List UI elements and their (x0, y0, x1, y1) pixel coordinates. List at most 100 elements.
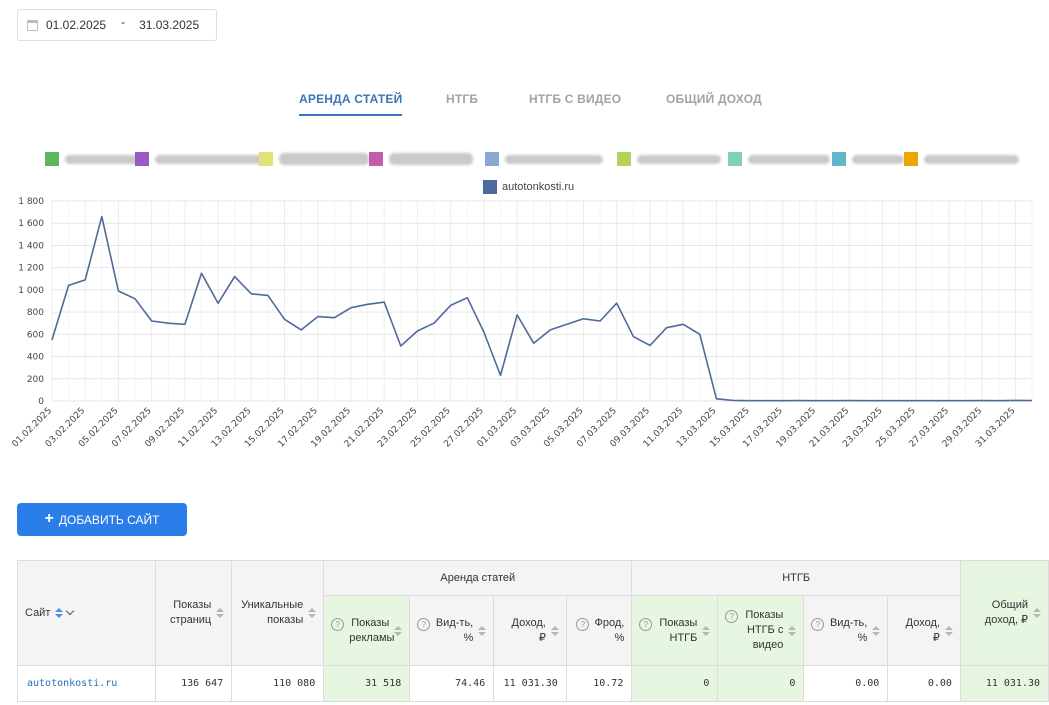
th-ntgb-income[interactable]: Доход, ₽ (887, 595, 961, 666)
redacted-label (924, 154, 1019, 164)
tab-total-income[interactable]: ОБЩИЙ ДОХОД (666, 92, 762, 106)
tab-ntgb-video[interactable]: НТГБ С ВИДЕО (529, 92, 622, 106)
tab-rent-articles[interactable]: АРЕНДА СТАТЕЙ (299, 92, 403, 116)
legend-swatch-main (483, 180, 497, 194)
legend-swatch (904, 152, 918, 166)
y-tick-label: 200 (27, 375, 44, 385)
sort-icon[interactable] (1033, 608, 1041, 618)
cell-ntgb-views: 0 (631, 665, 719, 702)
stats-table: Сайт Показы страниц Уникальные показы Ар… (16, 560, 1049, 702)
sort-icon[interactable] (308, 608, 317, 618)
plus-icon: + (44, 509, 54, 527)
th-ntgb-video-views[interactable]: ? Показы НТГБ с видео (717, 595, 805, 666)
help-icon[interactable]: ? (576, 617, 590, 631)
legend-item[interactable] (832, 152, 904, 166)
legend-swatch (728, 152, 742, 166)
tab-ntgb[interactable]: НТГБ (446, 92, 479, 106)
help-icon[interactable]: ? (639, 617, 653, 631)
sort-icon[interactable] (550, 625, 559, 636)
date-range-picker[interactable]: 01.02.2025 - 31.03.2025 (17, 9, 217, 41)
chart-legend (0, 152, 1049, 168)
legend-item[interactable] (617, 152, 721, 166)
th-ad-views[interactable]: ? Показы рекламы (323, 595, 411, 666)
sort-icon[interactable] (394, 625, 403, 636)
y-tick-label: 1 200 (18, 264, 44, 274)
date-from[interactable]: 01.02.2025 (46, 18, 107, 32)
redacted-label (389, 153, 473, 165)
cell-page-views: 136 647 (155, 665, 233, 702)
y-tick-label: 600 (27, 330, 44, 340)
legend-label-main: autotonkosti.ru (502, 181, 575, 193)
y-tick-label: 800 (27, 308, 44, 318)
cell-ntgb-income: 0.00 (887, 665, 961, 702)
cell-income: 11 031.30 (493, 665, 567, 702)
date-to[interactable]: 31.03.2025 (139, 18, 200, 32)
help-icon[interactable]: ? (417, 617, 431, 631)
tabs: АРЕНДА СТАТЕЙ НТГБ НТГБ С ВИДЕО ОБЩИЙ ДО… (0, 92, 1049, 118)
sort-icon[interactable] (55, 608, 64, 618)
add-site-button[interactable]: + ДОБАВИТЬ САЙТ (17, 503, 187, 536)
sort-icon[interactable] (788, 625, 797, 636)
th-visibility[interactable]: ? Вид-ть, % (409, 595, 495, 666)
sort-icon[interactable] (702, 625, 711, 636)
date-separator: - (121, 15, 126, 29)
legend-item[interactable] (485, 152, 603, 166)
legend-item[interactable] (728, 152, 830, 166)
redacted-label (852, 154, 904, 164)
th-page-views[interactable]: Показы страниц (155, 560, 233, 666)
th-group-ntgb: НТГБ (631, 560, 961, 596)
y-tick-label: 0 (38, 397, 44, 407)
th-total-income[interactable]: Общий доход, ₽ (959, 560, 1049, 666)
help-icon[interactable]: ? (811, 617, 825, 631)
cell-fraud: 10.72 (565, 665, 633, 702)
legend-swatch (485, 152, 499, 166)
th-income[interactable]: Доход, ₽ (493, 595, 567, 666)
legend-item-main[interactable]: autotonkosti.ru (483, 180, 574, 194)
y-tick-label: 1 000 (18, 286, 44, 296)
y-tick-label: 400 (27, 353, 44, 363)
series-line-autotonkosti[interactable] (51, 215, 1033, 402)
redacted-label (155, 154, 265, 164)
th-group-rent: Аренда статей (323, 560, 633, 596)
redacted-label (65, 154, 141, 164)
redacted-label (748, 154, 830, 164)
legend-swatch (45, 152, 59, 166)
y-tick-label: 1 400 (18, 241, 44, 251)
cell-ad-views: 31 518 (323, 665, 411, 702)
th-unique-views[interactable]: Уникальные показы (231, 560, 325, 666)
sort-icon[interactable] (216, 608, 225, 618)
cell-ntgb-visibility: 0.00 (803, 665, 889, 702)
y-tick-label: 1 800 (18, 197, 44, 207)
calendar-icon (27, 19, 38, 31)
sort-icon[interactable] (872, 625, 881, 636)
sort-icon[interactable] (944, 625, 953, 636)
legend-item[interactable] (135, 152, 265, 166)
redacted-label (505, 154, 603, 164)
legend-swatch (369, 152, 383, 166)
legend-item[interactable] (369, 152, 473, 166)
y-tick-label: 1 600 (18, 219, 44, 229)
legend-swatch (135, 152, 149, 166)
add-site-label: ДОБАВИТЬ САЙТ (58, 512, 160, 527)
th-fraud[interactable]: ? Фрод, % (565, 595, 633, 666)
chevron-down-icon[interactable] (66, 606, 75, 616)
help-icon[interactable]: ? (331, 617, 345, 631)
cell-visibility: 74.46 (409, 665, 495, 702)
th-site[interactable]: Сайт (16, 560, 157, 666)
redacted-label (637, 154, 721, 164)
legend-swatch (832, 152, 846, 166)
th-ntgb-visibility[interactable]: ? Вид-ть, % (803, 595, 889, 666)
legend-item[interactable] (45, 152, 141, 166)
site-link[interactable]: autotonkosti.ru (16, 665, 157, 702)
legend-swatch (259, 152, 273, 166)
redacted-label (279, 153, 369, 165)
legend-item[interactable] (904, 152, 1019, 166)
th-ntgb-views[interactable]: ? Показы НТГБ (631, 595, 719, 666)
cell-total-income: 11 031.30 (959, 665, 1049, 702)
sort-icon[interactable] (478, 625, 487, 636)
legend-swatch (617, 152, 631, 166)
cell-ntgb-video-views: 0 (717, 665, 805, 702)
help-icon[interactable]: ? (725, 610, 739, 623)
legend-item[interactable] (259, 152, 369, 166)
